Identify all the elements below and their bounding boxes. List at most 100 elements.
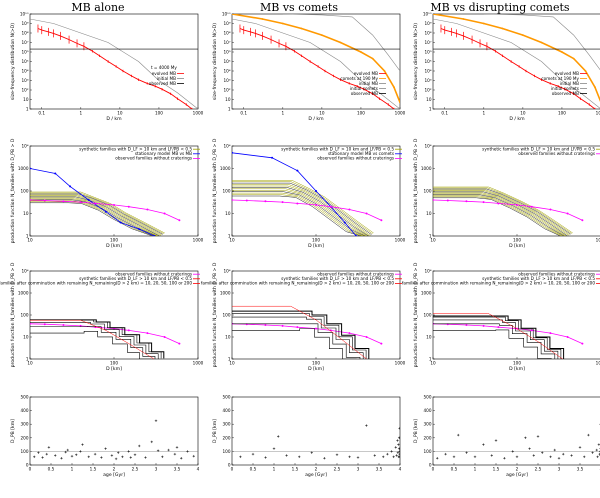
- series-synthetic-families-with-d-lf-10-km-and-lf-pb-0-5-line: [232, 187, 369, 236]
- plot-area: [232, 424, 400, 460]
- series-families-point: [365, 424, 368, 427]
- y-tick-label: 400: [424, 408, 432, 413]
- series-observed-families-without-craterings-point: [497, 326, 500, 329]
- x-tick-label: 10: [520, 111, 526, 116]
- series-families-point: [397, 447, 400, 450]
- series-families-point: [549, 455, 552, 459]
- series-families-point: [583, 455, 586, 459]
- series-families-point: [33, 455, 36, 459]
- y-tick-label: 10⁴: [424, 144, 431, 149]
- series-families-point: [515, 455, 519, 459]
- series-families-point: [457, 433, 460, 437]
- y-tick-label: 10⁵: [21, 59, 28, 64]
- x-tick-label: 1000: [193, 361, 204, 366]
- legend-label: observed MB: [552, 91, 579, 96]
- x-tick-label: 2: [315, 467, 318, 472]
- x-tick-label: 100: [357, 111, 365, 116]
- series-stationary-model-mb-vs-mb-point: [54, 172, 57, 175]
- series-families-point: [596, 455, 599, 459]
- y-tick-label: 1: [429, 107, 432, 112]
- series-families-point: [110, 454, 114, 457]
- series-comets-at-190-my-point: [339, 41, 342, 44]
- series-stationary-model-mb-vs-mb-point: [138, 228, 141, 231]
- y-tick-label: 100: [21, 313, 29, 318]
- series-observed-families-without-craterings-point: [62, 200, 65, 203]
- series-families-point: [264, 456, 267, 459]
- series-observed-families-without-craterings-point: [79, 201, 82, 204]
- series-families-point: [394, 446, 397, 449]
- x-tick-label: 100: [155, 111, 163, 116]
- series-observed-families-without-craterings-point: [178, 342, 181, 345]
- series-families-point: [70, 454, 74, 458]
- series-synthetic-families-with-d-lf-10-km-and-lf-pb-0-5-line: [30, 195, 161, 236]
- plot-frame: [432, 396, 600, 466]
- series-families-point: [503, 457, 506, 460]
- series-families-point: [528, 447, 531, 450]
- x-tick-label: 1000: [395, 238, 406, 243]
- y-tick-label: 10: [426, 335, 432, 340]
- y-tick-label: 10: [225, 335, 231, 340]
- series-comets-at-190-my-point: [261, 18, 264, 20]
- x-tick-label: 2.5: [334, 467, 341, 472]
- y-tick-label: 200: [223, 435, 231, 440]
- series-evolved-mb-line: [37, 28, 193, 109]
- series-families-point: [114, 457, 118, 461]
- y-tick-label: 100: [21, 449, 29, 454]
- y-tick-label: 10¹⁰: [222, 12, 231, 17]
- series-synthetic-families-with-d-lf-10-km-and-lf-pb-0-5-line: [30, 197, 159, 236]
- series-families-point: [45, 452, 48, 456]
- series-families-point: [81, 443, 84, 446]
- series-synthetic-families-with-d-lf-10-km-and-lf-pb-0-5-line: [433, 313, 563, 359]
- series-observed-families-without-craterings-point: [329, 205, 332, 208]
- series-families-point: [75, 453, 78, 456]
- x-tick-label: 100: [513, 361, 521, 366]
- y-axis-label: size-frequency distribution N(>D): [10, 23, 16, 100]
- y-tick-label: 10⁴: [21, 144, 28, 149]
- series-observed-families-without-craterings-point: [94, 202, 97, 205]
- y-tick-label: 1000: [18, 291, 29, 296]
- series-families-point: [373, 454, 376, 457]
- series-observed-families-without-craterings-point: [264, 200, 267, 203]
- y-tick-label: 1000: [18, 166, 29, 171]
- x-tick-label: 2.5: [132, 467, 139, 472]
- x-tick-label: 1: [79, 111, 82, 116]
- series-remaining-families-line: [433, 316, 562, 359]
- plot-area: [433, 423, 600, 460]
- series-families-point: [180, 457, 183, 460]
- legend-label: comets at 190 My: [541, 76, 579, 81]
- series-observed-families-without-craterings-point: [315, 203, 317, 206]
- y-tick-label: 100: [223, 449, 231, 454]
- x-tick-label: 10: [430, 361, 436, 366]
- y-axis-label: production function N_families with D_PB…: [413, 262, 419, 367]
- series-families-point: [277, 435, 280, 438]
- sfd-mb-comets: 0.1 1 10 100 1000 1 10 10² 10³ 10⁴ 10⁵ 10⁶ 10⁷ 10⁸ 10⁹…: [212, 12, 406, 123]
- series-stationary-model-mb-vs-comets-point: [355, 235, 358, 236]
- x-axis-label: age [Gyr]: [506, 472, 528, 478]
- series-remaining-families-line: [433, 323, 556, 359]
- series-families-point: [37, 451, 40, 454]
- y-tick-label: 10⁷: [223, 40, 230, 45]
- series-remaining-families-line: [232, 313, 367, 359]
- series-families-point: [382, 455, 385, 459]
- x-tick-label: 10: [117, 111, 123, 116]
- series-stationary-model-mb-vs-comets-point: [271, 156, 274, 159]
- series-comets-at-190-my-point: [281, 22, 284, 25]
- x-tick-label: 0.5: [48, 467, 55, 472]
- y-tick-label: 1: [26, 107, 29, 112]
- series-observed-families-without-craterings-line: [232, 323, 382, 344]
- series-remaining-families-line: [232, 310, 370, 359]
- series-families-point: [598, 450, 600, 453]
- series-synthetic-families-with-d-lf-10-km-and-lf-pb-0-5-line: [30, 196, 160, 236]
- series-comets-at-190-my-point: [501, 27, 504, 30]
- series-stationary-model-mb-vs-mb-point: [69, 185, 72, 188]
- series-observed-families-without-craterings-point: [581, 342, 584, 345]
- series-synthetic-families-with-d-lf-10-km-and-lf-pb-0-5-line: [433, 196, 562, 236]
- series-observed-families-without-craterings-point: [380, 219, 383, 222]
- x-axis-label: D / km: [509, 116, 525, 122]
- series-families-point: [79, 450, 82, 453]
- legend: observed families without crateringssynt…: [0, 272, 200, 286]
- legend-label: observed MB: [149, 81, 176, 86]
